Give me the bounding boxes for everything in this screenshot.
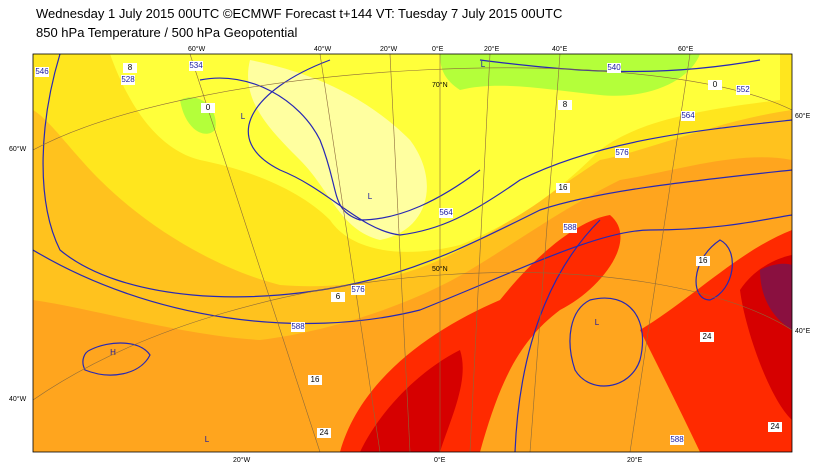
temperature-field	[760, 263, 792, 330]
temperature-label: 6	[336, 292, 341, 301]
temperature-label: 8	[563, 100, 568, 109]
contour-labels: 546 534 528 540 552 564 576 564 576 588 588 588 8 0 8 0…	[35, 60, 782, 445]
label-box	[681, 111, 695, 121]
label-box	[700, 332, 714, 342]
geopotential-label: 546	[35, 67, 49, 76]
temperature-label: 16	[559, 183, 568, 192]
label-box	[607, 63, 621, 73]
latitude-label: 40°E	[795, 327, 811, 335]
temperature-label: 24	[703, 332, 712, 341]
longitude-label: 0°E	[434, 456, 446, 464]
latitude-label: 60°W	[9, 145, 27, 153]
map-frame	[32, 53, 793, 453]
label-box	[201, 103, 215, 113]
pressure-center: L	[368, 192, 373, 201]
longitude-label: 60°E	[678, 45, 694, 53]
label-box	[123, 63, 137, 73]
geopotential-label: 576	[351, 285, 365, 294]
label-box	[708, 80, 722, 90]
label-box	[351, 285, 365, 295]
geopotential-label: 564	[681, 111, 695, 120]
longitude-label: 20°E	[627, 456, 643, 464]
temperature-label: 16	[699, 256, 708, 265]
longitude-label: 0°E	[432, 45, 444, 53]
longitude-label: 40°W	[314, 45, 332, 53]
label-box	[615, 148, 629, 158]
geopotential-label: 564	[439, 208, 453, 217]
longitude-label: 20°W	[380, 45, 398, 53]
temperature-label: 0	[206, 103, 211, 112]
label-box	[35, 67, 49, 77]
geopotential-label: 528	[121, 75, 135, 84]
temperature-field	[360, 350, 463, 452]
label-box	[291, 322, 305, 332]
pressure-center: L	[481, 60, 486, 69]
temperature-label: 0	[713, 80, 718, 89]
pressure-center: L	[241, 112, 246, 121]
subtitle: 850 hPa Temperature / 500 hPa Geopotenti…	[36, 25, 298, 40]
geopotential-label: 588	[670, 435, 684, 444]
geopotential-label: 588	[563, 223, 577, 232]
longitude-label: 60°W	[188, 45, 206, 53]
geopotential-label: 540	[607, 63, 621, 72]
map-area	[33, 54, 792, 452]
longitude-label: 20°E	[484, 45, 500, 53]
geopotential-label: 576	[615, 148, 629, 157]
geopotential-label: 588	[291, 322, 305, 331]
label-box	[736, 85, 750, 95]
label-box	[768, 422, 782, 432]
temperature-field	[440, 54, 700, 96]
label-box	[331, 292, 345, 302]
pressure-center: H	[110, 348, 116, 357]
label-box	[308, 375, 322, 385]
pressure-center: L	[595, 318, 600, 327]
latitude-label: 70°N	[432, 81, 448, 89]
longitude-label: 40°E	[552, 45, 568, 53]
pressure-center: L	[205, 435, 210, 444]
label-box	[121, 75, 135, 85]
label-box	[558, 100, 572, 110]
label-box	[439, 208, 453, 218]
label-box	[317, 428, 331, 438]
label-box	[563, 223, 577, 233]
geopotential-label: 552	[736, 85, 750, 94]
latitude-label: 40°W	[9, 395, 27, 403]
geopotential-contours	[33, 54, 792, 452]
label-box	[556, 183, 570, 193]
longitude-label: 20°W	[233, 456, 251, 464]
title: Wednesday 1 July 2015 00UTC ©ECMWF Forec…	[36, 6, 562, 21]
latitude-label: 60°E	[795, 112, 811, 120]
graticule	[33, 54, 792, 452]
label-box	[696, 256, 710, 266]
latitude-label: 50°N	[432, 265, 448, 273]
temperature-label: 16	[311, 375, 320, 384]
label-box	[189, 61, 203, 71]
temperature-label: 8	[128, 63, 133, 72]
geopotential-label: 534	[189, 61, 203, 70]
label-box	[670, 435, 684, 445]
temperature-label: 24	[320, 428, 329, 437]
temperature-label: 24	[771, 422, 780, 431]
